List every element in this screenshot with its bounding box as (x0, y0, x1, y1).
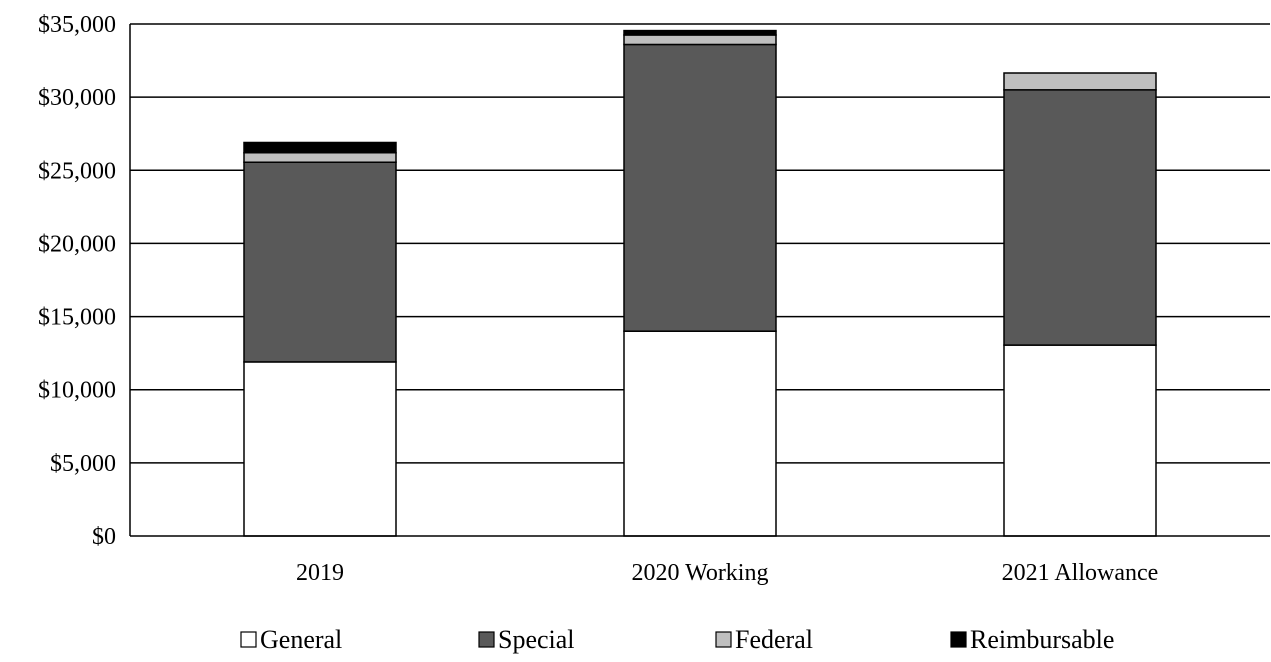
legend-item-federal: Federal (715, 625, 813, 654)
y-tick-label: $0 (92, 524, 116, 550)
bar-segment-special (1003, 89, 1157, 346)
bar-stack-2019 (243, 141, 397, 537)
bar-segment-federal (243, 151, 397, 163)
bar-segment-federal (1003, 72, 1157, 91)
legend-label: General (260, 625, 342, 654)
bar-stacks (243, 29, 1157, 537)
y-tick-label: $35,000 (38, 12, 116, 38)
bar-segment-general (243, 361, 397, 537)
y-tick-label: $10,000 (38, 378, 116, 404)
bar-segment-special (243, 161, 397, 363)
bar-segment-reimbursable (623, 29, 777, 36)
x-tick-label: 2020 Working (632, 560, 769, 586)
y-tick-label: $20,000 (38, 231, 116, 257)
legend-label: Federal (735, 625, 813, 654)
y-tick-label: $25,000 (38, 158, 116, 184)
bar-segment-general (623, 330, 777, 537)
bar-segment-reimbursable (243, 141, 397, 154)
y-tick-label: $5,000 (50, 451, 116, 477)
legend: General Special Federal Reimbursable (240, 625, 1114, 654)
legend-swatch (715, 631, 732, 648)
legend-item-general: General (240, 625, 342, 654)
legend-swatch (240, 631, 257, 648)
y-tick-label: $30,000 (38, 85, 116, 111)
legend-item-special: Special (478, 625, 575, 654)
legend-swatch (950, 631, 967, 648)
bar-stack-2021-allowance (1003, 72, 1157, 537)
x-tick-label: 2021 Allowance (1002, 560, 1159, 586)
axes: $0 $5,000 $10,000 $15,000 $20,000 $25,000 $30,… (38, 12, 1270, 586)
legend-item-reimbursable: Reimbursable (950, 625, 1114, 654)
y-tick-label: $15,000 (38, 305, 116, 331)
bar-segment-general (1003, 344, 1157, 537)
legend-label: Special (498, 625, 575, 654)
bar-segment-federal (623, 34, 777, 46)
bar-stack-2020-working (623, 29, 777, 537)
legend-swatch (478, 631, 495, 648)
x-tick-label: 2019 (296, 560, 344, 586)
legend-label: Reimbursable (970, 625, 1114, 654)
bar-segment-special (623, 43, 777, 332)
